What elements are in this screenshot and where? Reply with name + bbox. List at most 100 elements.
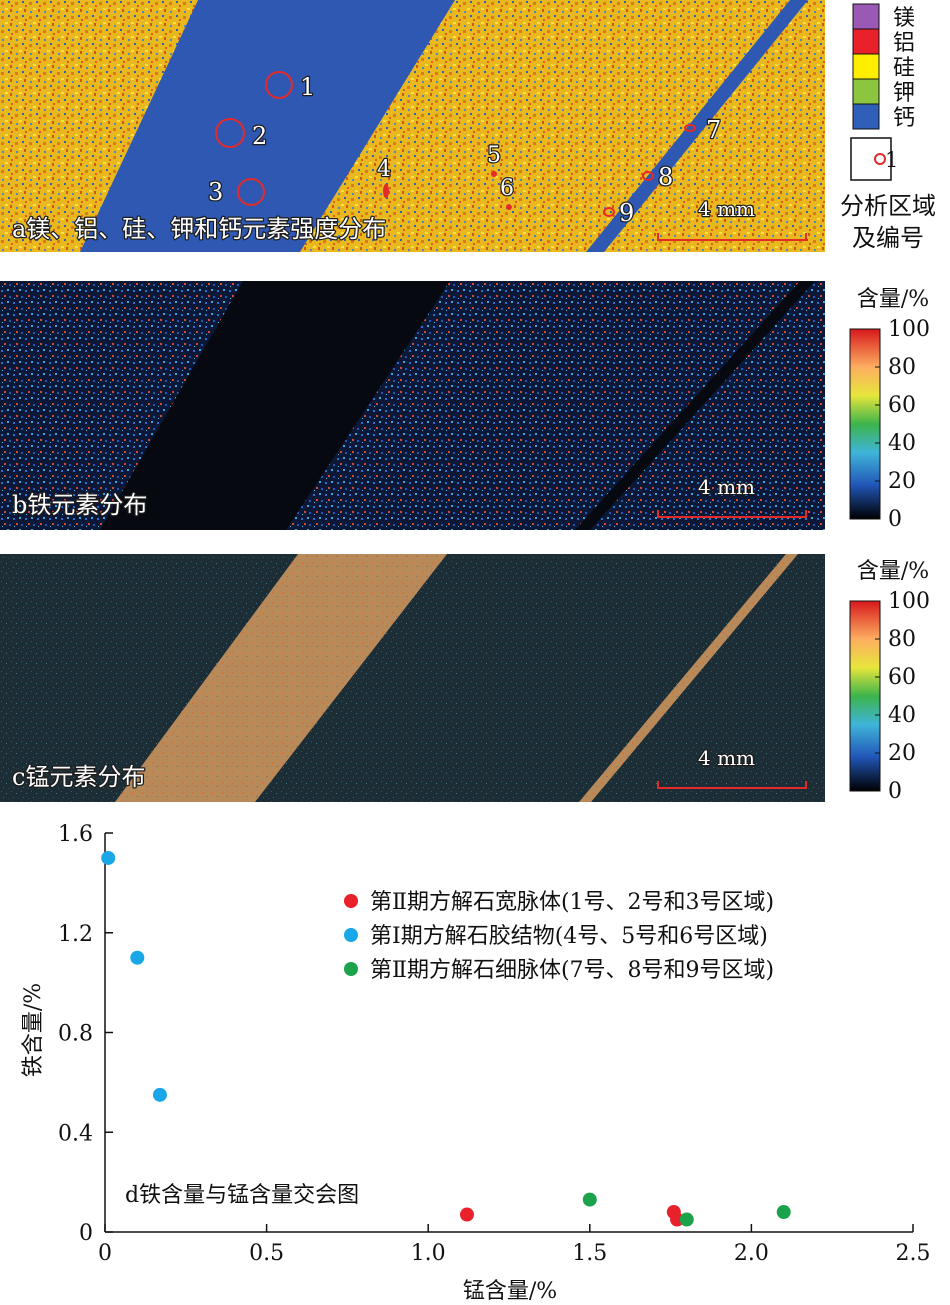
x-tick-label: 1.5 bbox=[572, 1241, 607, 1266]
legend-swatch bbox=[852, 78, 880, 105]
colorbar-gradient bbox=[849, 328, 881, 520]
legend-swatch bbox=[852, 3, 880, 30]
panel-b-wide-vein bbox=[100, 281, 450, 530]
region-circle-2 bbox=[215, 118, 245, 148]
data-point bbox=[152, 1087, 167, 1102]
scatter-plot: 0 0.5 1.0 1.5 2.0 2.5 0 0.4 0.8 1.2 1.6 第Ⅱ期方解石宽脉体(… bbox=[21, 822, 931, 1304]
legend-swatch bbox=[852, 28, 880, 55]
x-tick-label: 1.0 bbox=[411, 1241, 446, 1266]
colorbar-tick-label: 60 bbox=[888, 665, 916, 690]
x-tick-label: 2.5 bbox=[896, 1241, 931, 1266]
legend-marker bbox=[344, 928, 358, 942]
colorbar-tick-label: 80 bbox=[888, 355, 916, 380]
colorbar-tick-label: 0 bbox=[888, 779, 902, 804]
region-circle-1 bbox=[265, 71, 293, 99]
region-label: 2 bbox=[252, 122, 267, 150]
x-axis-label: 锰含量/% bbox=[463, 1279, 557, 1304]
colorbar-tick-label: 40 bbox=[888, 703, 916, 728]
x-tick-label: 0.5 bbox=[249, 1241, 284, 1266]
legend-entry: 第Ⅱ期方解石宽脉体(1号、2号和3号区域) bbox=[370, 890, 774, 915]
data-point bbox=[776, 1205, 791, 1220]
region-label: 8 bbox=[658, 163, 673, 191]
panel-c-thin-vein bbox=[579, 554, 798, 802]
region-legend-text-line-2: 及编号 bbox=[852, 224, 924, 252]
region-label: 9 bbox=[619, 199, 634, 227]
region-label: 4 bbox=[377, 157, 391, 182]
y-axis-label: 铁含量/% bbox=[21, 983, 46, 1077]
data-point bbox=[101, 850, 116, 865]
panel-a-scale-bar bbox=[657, 233, 807, 241]
colorbar-tick-label: 20 bbox=[888, 469, 916, 494]
region-label: 6 bbox=[500, 176, 514, 201]
panel-c-scale-label: 4 mm bbox=[698, 746, 755, 770]
panel-c-caption: c锰元素分布 bbox=[12, 763, 145, 791]
data-point bbox=[670, 1212, 685, 1227]
data-point bbox=[582, 1192, 597, 1207]
panel-b-thin-vein bbox=[575, 281, 815, 530]
panel-c-colorbar: 含量/% 100 80 60 40 20 0 bbox=[849, 559, 930, 804]
colorbar-title: 含量/% bbox=[857, 559, 929, 584]
colorbar-tick-label: 0 bbox=[888, 507, 902, 532]
scatter-title: d铁含量与锰含量交会图 bbox=[125, 1183, 359, 1208]
panel-a-caption: a镁、铝、硅、钾和钙元素强度分布 bbox=[12, 215, 386, 243]
legend-marker bbox=[344, 894, 358, 908]
x-tick-label: 0 bbox=[98, 1241, 112, 1266]
colorbar-tick-label: 40 bbox=[888, 431, 916, 456]
panel-c: 4 mm c锰元素分布 bbox=[0, 554, 825, 802]
panel-a: 1 2 3 4 5 6 7 8 9 4 mm a镁、铝、硅、钾和钙元素强度分布 bbox=[0, 0, 825, 252]
region-marker-7 bbox=[684, 124, 696, 132]
y-tick-label: 0.8 bbox=[58, 1022, 93, 1047]
region-legend-circle-icon bbox=[874, 153, 886, 165]
region-marker-6 bbox=[506, 204, 512, 210]
legend-label: 镁 bbox=[893, 6, 915, 31]
colorbar-tick-label: 80 bbox=[888, 627, 916, 652]
scatter-legend: 第Ⅱ期方解石宽脉体(1号、2号和3号区域) 第Ⅰ期方解石胶结物(4号、5号和6号区… bbox=[344, 890, 774, 983]
region-legend-label: 1 bbox=[885, 148, 898, 172]
plot-axes: 0 0.5 1.0 1.5 2.0 2.5 0 0.4 0.8 1.2 1.6 bbox=[58, 822, 931, 1266]
data-point bbox=[130, 950, 145, 965]
panel-b-scale-label: 4 mm bbox=[698, 475, 755, 499]
y-tick-label: 0 bbox=[79, 1221, 93, 1246]
y-tick-label: 0.4 bbox=[58, 1121, 93, 1146]
region-marker-5 bbox=[491, 171, 497, 177]
legend-entry: 第Ⅱ期方解石细脉体(7号、8号和9号区域) bbox=[370, 958, 774, 983]
region-circle-3 bbox=[237, 178, 265, 206]
panel-a-thin-vein bbox=[586, 0, 808, 252]
panel-c-scale-bar bbox=[657, 781, 807, 789]
legend-label: 铝 bbox=[893, 31, 915, 56]
legend-label: 硅 bbox=[893, 56, 915, 81]
legend-marker bbox=[344, 962, 358, 976]
panel-b-colorbar: 含量/% 100 80 60 40 20 0 bbox=[849, 287, 930, 532]
legend-swatch bbox=[852, 53, 880, 80]
colorbar-tick-label: 100 bbox=[888, 589, 930, 614]
region-label: 1 bbox=[300, 73, 315, 101]
colorbar-tick-label: 60 bbox=[888, 393, 916, 418]
data-points bbox=[101, 850, 791, 1227]
panel-b: 4 mm b铁元素分布 bbox=[0, 281, 825, 530]
y-tick-label: 1.6 bbox=[58, 822, 93, 847]
panel-a-wide-vein bbox=[80, 0, 455, 252]
legend-entry: 第Ⅰ期方解石胶结物(4号、5号和6号区域) bbox=[370, 924, 768, 949]
colorbar-tick-label: 100 bbox=[888, 317, 930, 342]
region-marker-9 bbox=[603, 207, 615, 217]
data-point bbox=[679, 1212, 694, 1227]
region-label: 7 bbox=[706, 116, 721, 144]
legend-swatch bbox=[852, 103, 880, 130]
region-marker-8 bbox=[642, 171, 654, 181]
x-tick-label: 2.0 bbox=[734, 1241, 769, 1266]
legend-label: 钾 bbox=[893, 81, 915, 106]
colorbar-tick-label: 20 bbox=[888, 741, 916, 766]
colorbar-gradient bbox=[849, 600, 881, 792]
colorbar-title: 含量/% bbox=[857, 287, 929, 312]
region-label: 3 bbox=[208, 178, 223, 206]
legend-label: 钙 bbox=[893, 106, 915, 131]
data-point bbox=[459, 1207, 474, 1222]
panel-b-caption: b铁元素分布 bbox=[12, 491, 147, 519]
panel-a-scale-label: 4 mm bbox=[698, 197, 755, 221]
panel-b-scale-bar bbox=[657, 510, 807, 518]
panel-c-wide-vein bbox=[115, 554, 447, 802]
y-tick-label: 1.2 bbox=[58, 922, 93, 947]
region-label: 5 bbox=[487, 143, 501, 168]
